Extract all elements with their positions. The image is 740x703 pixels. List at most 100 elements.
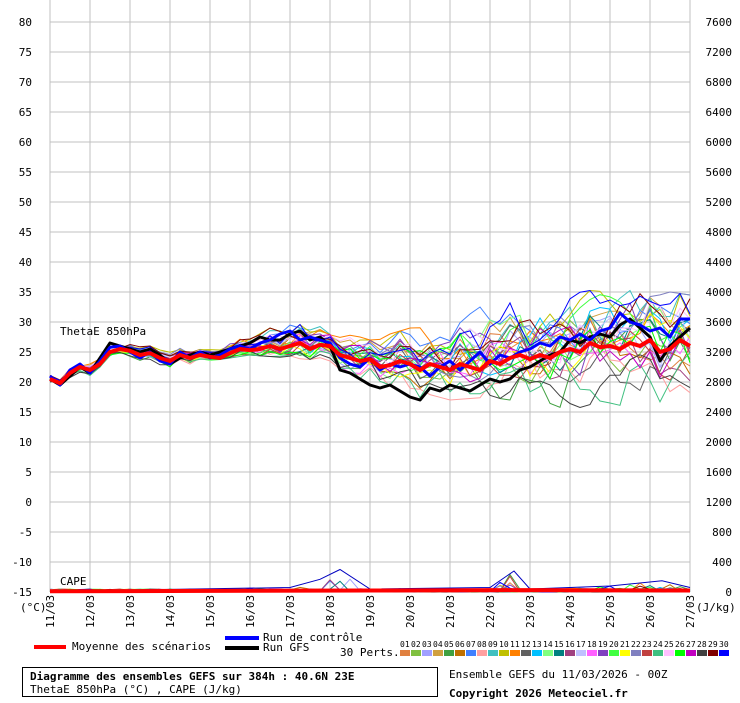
x-tick-label: 21/03 — [444, 595, 457, 628]
x-tick-label: 18/03 — [324, 595, 337, 628]
right-axis-unit: (J/kg) — [696, 601, 736, 614]
pert-swatch — [532, 650, 542, 656]
pert-swatch — [653, 650, 663, 656]
gfs-swatch — [225, 645, 259, 650]
pert-label: 07 — [466, 640, 476, 649]
pert-label: 29 — [708, 640, 718, 649]
legend-gfs: Run GFS — [225, 641, 309, 654]
pert-label: 27 — [686, 640, 696, 649]
pert-label: 12 — [521, 640, 531, 649]
chart-subtitle: ThetaE 850hPa (°C) , CAPE (J/kg) — [30, 683, 242, 696]
right-tick-label: 2000 — [706, 436, 733, 449]
right-tick-label: 6800 — [706, 76, 733, 89]
pert-label: 24 — [653, 640, 663, 649]
x-tick-label: 26/03 — [644, 595, 657, 628]
right-tick-label: 6000 — [706, 136, 733, 149]
thetae-annotation: ThetaE 850hPa — [60, 325, 146, 338]
x-tick-label: 13/03 — [124, 595, 137, 628]
x-axis-ticks: 11/03 12/03 13/03 14/03 15/03 16/03 17/03 18/03… — [44, 595, 697, 628]
x-tick-label: 14/03 — [164, 595, 177, 628]
pert-swatch — [565, 650, 575, 656]
pert-swatch — [477, 650, 487, 656]
mean-line — [49, 338, 692, 386]
left-tick-label: 15 — [19, 406, 32, 419]
pert-label: 17 — [576, 640, 586, 649]
left-tick-label: -10 — [12, 556, 32, 569]
pert-swatch — [631, 650, 641, 656]
x-tick-label: 22/03 — [484, 595, 497, 628]
left-tick-label: -15 — [12, 586, 32, 599]
pert-swatch — [620, 650, 630, 656]
right-tick-label: 7200 — [706, 46, 733, 59]
pert-swatch — [598, 650, 608, 656]
right-tick-label: 2400 — [706, 406, 733, 419]
pert-swatch — [521, 650, 531, 656]
left-tick-label: 80 — [19, 16, 32, 29]
left-axis-unit: (°C) — [20, 601, 47, 614]
pert-swatch — [675, 650, 685, 656]
pert-label: 21 — [620, 640, 630, 649]
x-tick-label: 23/03 — [524, 595, 537, 628]
control-swatch — [225, 635, 259, 640]
pert-label: 26 — [675, 640, 685, 649]
pert-label: 23 — [642, 640, 652, 649]
left-tick-label: 75 — [19, 46, 32, 59]
cape-peak-line — [49, 568, 691, 592]
copyright: Copyright 2026 Meteociel.fr — [449, 687, 628, 700]
pert-label: 14 — [543, 640, 553, 649]
pert-label: 08 — [477, 640, 487, 649]
right-tick-label: 1600 — [706, 466, 733, 479]
pert-swatch — [488, 650, 498, 656]
right-tick-label: 800 — [712, 526, 732, 539]
pert-swatch — [576, 650, 586, 656]
x-tick-label: 17/03 — [284, 595, 297, 628]
right-tick-label: 400 — [712, 556, 732, 569]
left-tick-label: 50 — [19, 196, 32, 209]
cape-annotation: CAPE — [60, 575, 87, 588]
left-tick-label: 60 — [19, 136, 32, 149]
pert-swatch — [444, 650, 454, 656]
legend-control-label: Run de contrôle — [263, 631, 363, 644]
x-tick-label: 16/03 — [244, 595, 257, 628]
right-axis-ticks: 7600720068006400600056005200480044004000… — [706, 16, 733, 599]
left-tick-label: 65 — [19, 106, 32, 119]
pert-swatch — [697, 650, 707, 656]
left-tick-label: 25 — [19, 346, 32, 359]
pert-label: 19 — [598, 640, 608, 649]
x-tick-label: 20/03 — [404, 595, 417, 628]
left-tick-label: 45 — [19, 226, 32, 239]
x-tick-label: 11/03 — [44, 595, 57, 628]
pert-label: 03 — [422, 640, 432, 649]
pert-label: 04 — [433, 640, 443, 649]
left-tick-label: 30 — [19, 316, 32, 329]
pert-line — [49, 292, 691, 381]
pert-swatch — [466, 650, 476, 656]
right-tick-label: 3600 — [706, 316, 733, 329]
right-tick-label: 4400 — [706, 256, 733, 269]
pert-label: 25 — [664, 640, 674, 649]
chart-title: Diagramme des ensembles GEFS sur 384h : … — [30, 670, 355, 683]
right-tick-label: 2800 — [706, 376, 733, 389]
legend-mean: Moyenne des scénarios — [34, 640, 211, 653]
left-tick-label: 40 — [19, 256, 32, 269]
chart-series — [48, 289, 692, 594]
x-tick-label: 12/03 — [84, 595, 97, 628]
mean-swatch — [34, 644, 66, 649]
pert-label: 06 — [455, 640, 465, 649]
left-tick-label: 35 — [19, 286, 32, 299]
left-tick-label: 70 — [19, 76, 32, 89]
left-tick-label: 5 — [25, 466, 32, 479]
pert-label: 22 — [631, 640, 641, 649]
pert-swatch — [455, 650, 465, 656]
legend-perts: 30 Perts. — [340, 646, 400, 659]
x-tick-label: 15/03 — [204, 595, 217, 628]
pert-swatch — [543, 650, 553, 656]
right-tick-label: 4000 — [706, 286, 733, 299]
pert-label: 16 — [565, 640, 575, 649]
pert-swatch — [400, 650, 410, 656]
pert-label: 28 — [697, 640, 707, 649]
pert-label: 13 — [532, 640, 542, 649]
legend-mean-label: Moyenne des scénarios — [72, 640, 212, 653]
